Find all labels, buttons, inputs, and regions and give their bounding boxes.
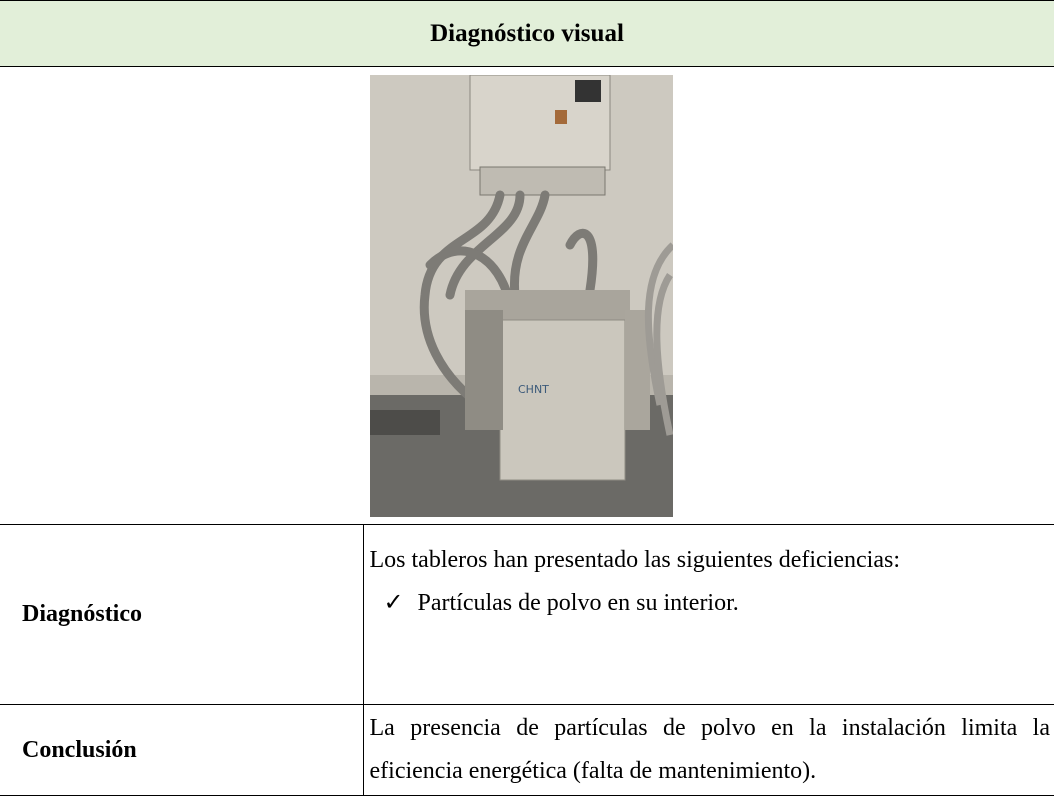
list-item: ✓ Partículas de polvo en su interior. [370,582,1051,625]
table-row: Conclusión La presencia de partículas de… [0,704,1054,796]
header-title: Diagnóstico visual [0,0,1054,67]
check-icon: ✓ [383,590,404,616]
diagnosis-table: Diagnóstico Los tableros han presentado … [0,524,1054,796]
list-item-text: Partículas de polvo en su interior. [417,590,739,616]
row-text: Los tableros han presentado las siguient… [369,547,901,573]
row-label: Conclusión [0,704,364,796]
row-text: La presencia de partículas de polvo en l… [363,704,1054,796]
photo: CHNT [370,75,673,517]
row-cell: Los tableros han presentado las siguient… [363,524,1054,705]
svg-text:CHNT: CHNT [518,383,549,396]
row-label: Diagnóstico [0,524,364,705]
table-row: Diagnóstico Los tableros han presentado … [0,524,1054,705]
